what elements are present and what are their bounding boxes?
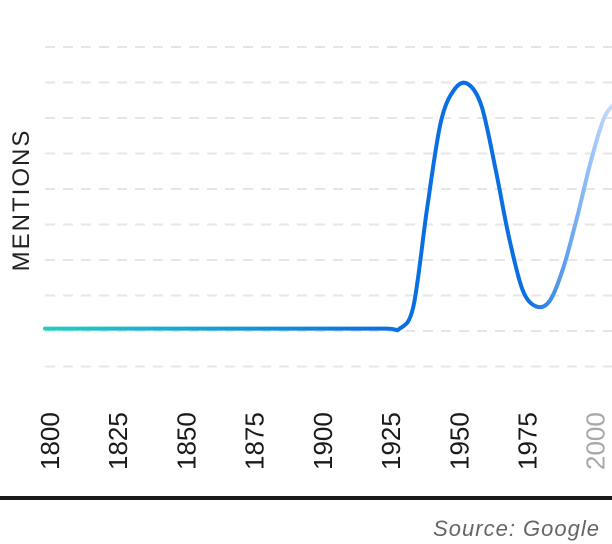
mentions-line-chart: MENTIONS 1800 1825 1850 1875 1900 1925 1950 197… [8, 46, 612, 470]
grid-lines [45, 46, 612, 368]
x-tick-label: 1850 [171, 412, 201, 470]
mentions-series-line [43, 80, 612, 333]
y-axis-label: MENTIONS [8, 129, 35, 272]
x-tick-label: 1875 [240, 412, 270, 470]
x-tick-label: 1800 [35, 412, 65, 470]
x-axis-ticks: 1800 1825 1850 1875 1900 1925 1950 1975 2000 [35, 412, 611, 470]
x-tick-label: 1950 [444, 412, 474, 470]
x-tick-label: 1925 [376, 412, 406, 470]
x-tick-label: 1975 [513, 412, 543, 470]
footer-rule [0, 496, 612, 500]
x-tick-label: 1900 [308, 412, 338, 470]
source-credit: Source: Google [433, 516, 600, 541]
x-tick-label: 2000 [581, 412, 611, 470]
x-tick-label: 1825 [103, 412, 133, 470]
